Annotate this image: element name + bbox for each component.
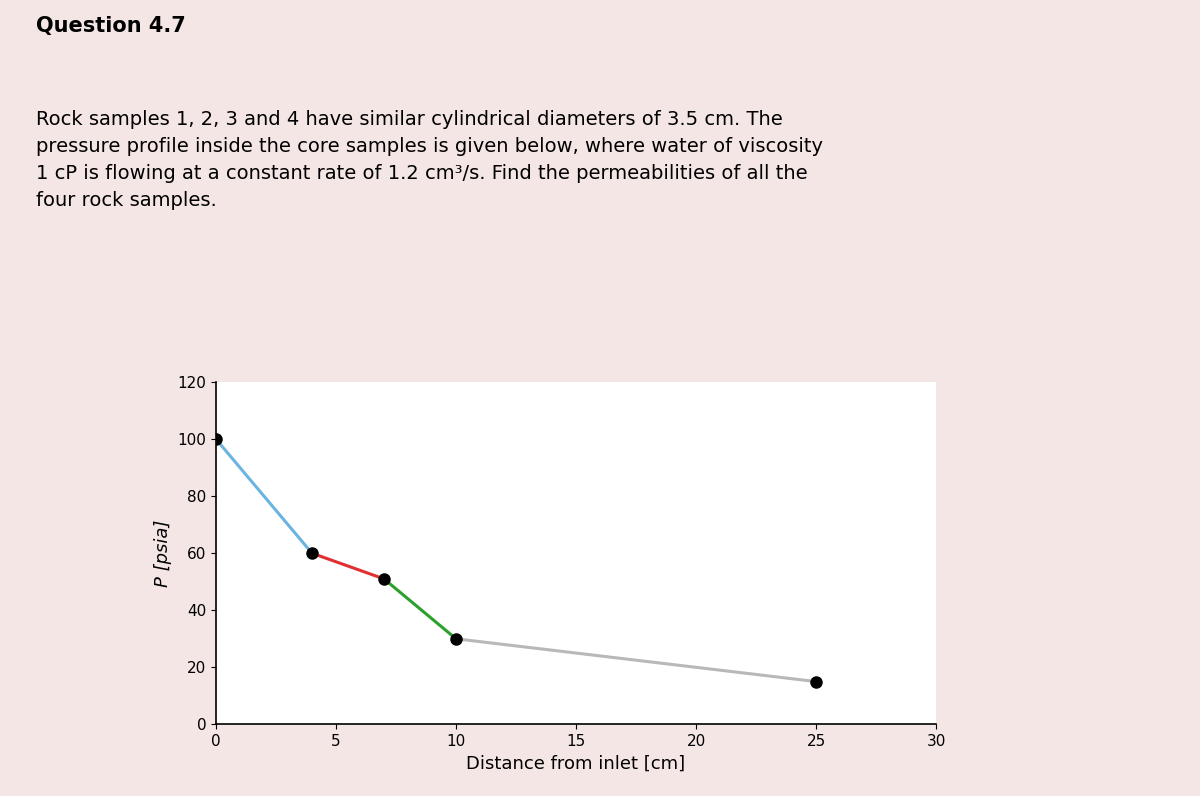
- X-axis label: Distance from inlet [cm]: Distance from inlet [cm]: [467, 755, 685, 773]
- Text: Question 4.7: Question 4.7: [36, 16, 186, 36]
- Y-axis label: P [psia]: P [psia]: [154, 520, 172, 587]
- Text: Rock samples 1, 2, 3 and 4 have similar cylindrical diameters of 3.5 cm. The
pre: Rock samples 1, 2, 3 and 4 have similar …: [36, 110, 823, 210]
